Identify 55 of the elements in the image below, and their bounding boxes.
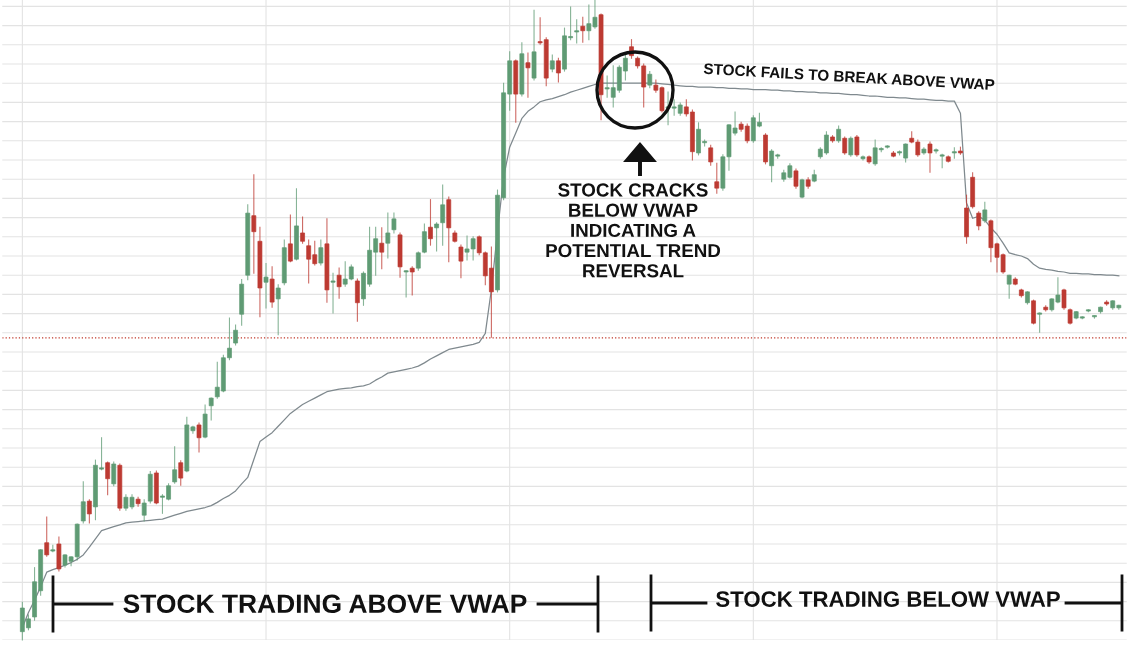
candlestick	[854, 135, 860, 157]
candlestick	[1031, 299, 1036, 325]
candlestick	[574, 19, 580, 44]
candlestick	[556, 57, 561, 83]
candlestick	[263, 263, 269, 309]
candlestick	[525, 52, 531, 98]
candlestick	[330, 272, 336, 314]
candlestick	[355, 278, 360, 322]
candlestick	[927, 141, 933, 173]
candlestick	[428, 199, 433, 246]
candlestick	[434, 222, 439, 252]
candlestick	[1092, 315, 1097, 319]
candlestick	[111, 461, 117, 487]
annotation: STOCK TRADING ABOVE VWAP	[123, 594, 527, 614]
candlestick	[1061, 288, 1067, 310]
candlestick	[391, 212, 397, 234]
candlestick	[196, 422, 202, 453]
candlestick	[178, 460, 184, 486]
candlestick	[860, 155, 866, 161]
candlestick	[87, 499, 92, 524]
candlestick	[793, 168, 799, 189]
candlestick	[458, 244, 464, 279]
candlestick	[44, 516, 50, 557]
candlestick	[135, 496, 141, 507]
candlestick	[336, 267, 342, 299]
candlestick	[1006, 274, 1012, 299]
candlestick	[708, 144, 714, 166]
candlestick	[269, 266, 275, 308]
annotation: STOCK FAILS TO BREAK ABOVE VWAP	[703, 63, 995, 91]
candlestick	[1037, 312, 1042, 333]
candlestick	[80, 481, 86, 524]
candlestick	[172, 446, 178, 484]
candlestick	[580, 16, 586, 43]
candlestick	[208, 397, 214, 421]
candlestick	[799, 178, 805, 199]
candlestick	[251, 174, 257, 274]
candlestick	[379, 227, 385, 270]
annotation: STOCK TRADING BELOW VWAP	[715, 591, 1060, 607]
candlestick	[105, 461, 110, 496]
candlestick	[233, 324, 238, 346]
annotation: STOCK CRACKS BELOW VWAP INDICATING A POTENTIAL TREND REVERSAL	[546, 183, 721, 278]
candlestick	[714, 162, 720, 194]
candlestick	[933, 148, 939, 154]
candlestick	[288, 214, 293, 263]
candlestick	[300, 216, 305, 244]
candlestick	[403, 270, 409, 298]
candlestick	[982, 201, 988, 223]
candlestick	[275, 284, 281, 336]
candlestick	[848, 136, 854, 157]
candlestick	[409, 266, 415, 296]
candlestick	[385, 212, 391, 259]
candlestick	[141, 499, 147, 522]
candlestick	[318, 239, 324, 266]
candlestick	[202, 404, 208, 439]
candlestick	[440, 184, 446, 246]
